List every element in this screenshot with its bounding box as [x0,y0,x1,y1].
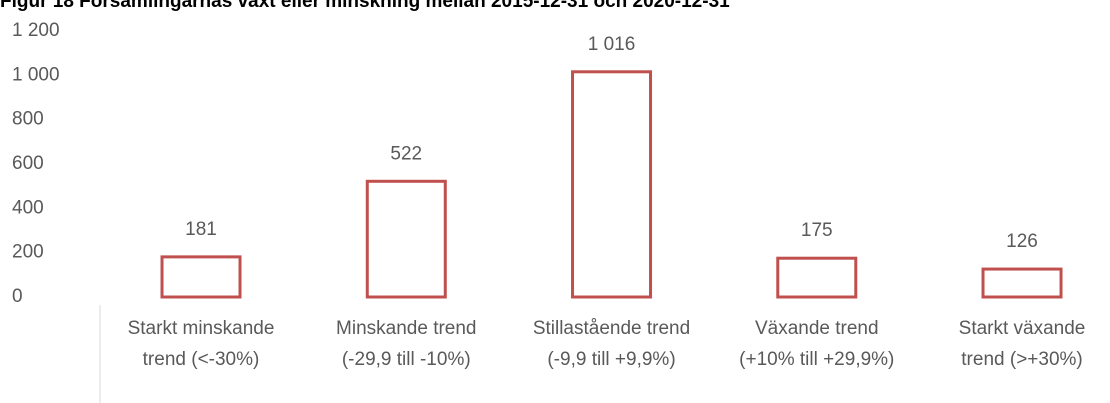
x-tick-label: Växande trend (+10% till +29,9%) [739,318,895,370]
y-tick-label: 800 [12,109,44,130]
x-tick-label: Stillastående trend (-9,9 till +9,9%) [532,318,691,370]
y-tick-label: 1 000 [12,64,60,85]
bar [365,179,447,299]
chart-title: Figur 18 Församlingarnas växt eller mins… [0,0,730,12]
data-label: 181 [185,219,217,240]
x-tick-label: Starkt växande trend (>+30%) [958,318,1086,370]
x-tick-label: Minskande trend (-29,9 till -10%) [336,318,477,370]
y-tick-label: 200 [12,242,44,263]
y-tick-label: 0 [12,286,23,307]
bar [571,70,653,299]
y-tick-label: 600 [12,153,44,174]
data-label: 1 016 [588,34,636,55]
bar [776,256,858,299]
y-tick-label: 1 200 [12,20,60,41]
data-label: 175 [801,220,833,241]
bar [160,255,242,299]
data-label: 522 [390,143,422,164]
data-label: 126 [1006,231,1038,252]
x-tick-label: Starkt minskande trend (<-30%) [127,318,275,370]
y-tick-label: 400 [12,197,44,218]
bar [981,267,1063,299]
